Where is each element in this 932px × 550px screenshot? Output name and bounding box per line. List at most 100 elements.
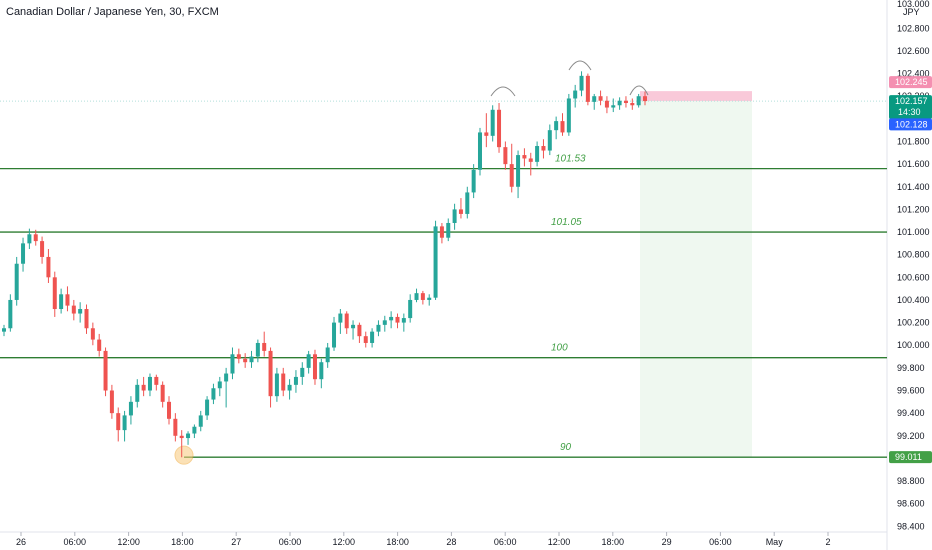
candle xyxy=(376,320,381,337)
candle xyxy=(192,424,197,439)
candle xyxy=(420,290,425,305)
candle-body xyxy=(554,121,559,131)
candle-body xyxy=(154,376,159,385)
candle xyxy=(389,311,394,329)
candle xyxy=(325,342,330,368)
price-tick: 99.600 xyxy=(897,386,925,396)
candle xyxy=(636,93,641,108)
candle xyxy=(243,353,248,368)
candle xyxy=(484,113,489,148)
candle xyxy=(509,143,514,193)
time-tick: 06:00 xyxy=(279,537,302,547)
candle xyxy=(471,164,476,199)
candle-body xyxy=(173,418,178,436)
candle xyxy=(14,256,19,306)
candle-body xyxy=(312,354,317,380)
candle-body xyxy=(84,309,89,329)
candle xyxy=(351,320,356,340)
candle-body xyxy=(370,331,375,343)
candle-body xyxy=(497,109,502,148)
candle xyxy=(623,96,628,108)
last-price-badge: 102.157 xyxy=(895,96,928,106)
candle-body xyxy=(376,324,381,332)
candle xyxy=(566,93,571,136)
candle-body xyxy=(439,226,444,238)
candle-body xyxy=(547,130,552,151)
price-tick: 99.400 xyxy=(897,408,925,418)
candle-body xyxy=(122,415,127,431)
candle-body xyxy=(604,100,609,108)
candle xyxy=(33,229,38,246)
candle-body xyxy=(535,146,540,162)
time-tick: 06:00 xyxy=(709,537,732,547)
price-tick: 100.200 xyxy=(897,318,930,328)
candle xyxy=(643,91,647,106)
candle xyxy=(211,383,216,405)
candle xyxy=(300,362,305,385)
pattern-arc xyxy=(490,86,516,97)
candle xyxy=(217,376,222,397)
candle xyxy=(27,228,32,250)
candle-body xyxy=(217,381,222,389)
chart-title: Canadian Dollar / Japanese Yen, 30, FXCM xyxy=(6,6,219,18)
candle-body xyxy=(116,413,121,431)
price-tick: 100.800 xyxy=(897,250,930,260)
time-tick: 12:00 xyxy=(333,537,356,547)
candle-body xyxy=(351,324,356,329)
candle xyxy=(395,313,400,329)
candle-body xyxy=(446,222,451,238)
target-price-badge: 102.245 xyxy=(895,77,928,87)
candle xyxy=(8,294,13,332)
candle-body xyxy=(490,109,495,136)
price-tick: 101.400 xyxy=(897,182,930,192)
candle-body xyxy=(585,75,590,102)
candle-body xyxy=(332,322,337,348)
candle xyxy=(547,124,552,156)
last-price-badge-bg xyxy=(889,95,932,120)
candle-body xyxy=(471,169,476,193)
candle xyxy=(522,148,527,167)
support-resistance-levels[interactable]: 101.53 101.05 100 90 xyxy=(0,154,887,465)
time-tick: 18:00 xyxy=(602,537,625,547)
swing-low-marker xyxy=(174,445,194,465)
candle-body xyxy=(293,376,298,385)
price-tick: 102.800 xyxy=(897,23,930,33)
candle-body xyxy=(433,226,438,298)
candle xyxy=(312,349,317,385)
candle xyxy=(433,220,438,300)
candle-body xyxy=(167,401,172,419)
candle xyxy=(274,367,279,402)
candle-body xyxy=(541,146,546,151)
time-tick: 29 xyxy=(662,537,672,547)
candle xyxy=(617,97,622,110)
candle xyxy=(224,367,229,408)
candle xyxy=(382,315,387,332)
target-zone xyxy=(640,91,752,102)
candle-body xyxy=(46,256,51,278)
candle-body xyxy=(147,376,152,391)
candle xyxy=(103,347,108,397)
candle-body xyxy=(300,367,305,377)
price-tick: 100.600 xyxy=(897,272,930,282)
candle xyxy=(535,141,540,167)
candle xyxy=(230,347,235,380)
candle xyxy=(116,407,121,442)
level-label: 101.53 xyxy=(555,154,586,165)
candle-body xyxy=(249,356,254,363)
candle xyxy=(97,333,102,357)
candle xyxy=(497,103,502,153)
candle xyxy=(21,237,26,272)
candle xyxy=(122,410,127,442)
candle-body xyxy=(522,155,527,159)
candle xyxy=(293,370,298,393)
candle xyxy=(427,294,432,306)
position-zones xyxy=(0,91,887,458)
candle xyxy=(160,381,165,408)
candle-body xyxy=(503,147,508,165)
candle xyxy=(554,116,559,140)
time-tick: 2 xyxy=(825,537,830,547)
pattern-arc xyxy=(568,60,592,71)
candle-body xyxy=(243,358,248,363)
